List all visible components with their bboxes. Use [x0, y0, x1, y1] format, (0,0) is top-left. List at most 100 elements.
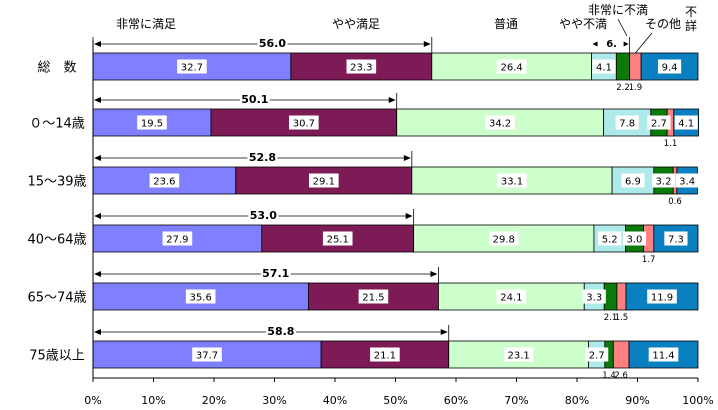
arrow-head-left [94, 155, 101, 161]
category-label: ０～14歳 [29, 117, 85, 132]
value-label-box [496, 59, 527, 74]
value-label: 4.1 [678, 119, 694, 130]
value-label: 32.7 [181, 63, 203, 74]
satisfied-total-label: 57.1 [262, 267, 289, 280]
value-label: 6.9 [625, 177, 641, 188]
value-label: 33.1 [501, 177, 523, 188]
value-label-box [647, 289, 677, 304]
value-label-box [192, 347, 222, 362]
category-label: 15～39歳 [27, 175, 86, 190]
legend-label-char: 詳 [685, 18, 697, 33]
value-label-box [496, 289, 527, 304]
arrow-head-right [440, 329, 448, 335]
total-label-box [257, 36, 288, 48]
value-label-box [149, 173, 180, 188]
satisfied-total-arrows: 56.0 50.1 52.8 53.0 57.1 58.8 6. [92, 36, 631, 341]
arrow-head-left [94, 329, 101, 335]
arrow-head-right [405, 213, 413, 219]
value-label: 34.2 [489, 119, 511, 130]
value-label-box [488, 231, 519, 246]
value-label-box [648, 347, 679, 362]
value-label: 3.3 [586, 293, 602, 304]
value-label: 3.4 [679, 177, 695, 188]
value-label-box [674, 115, 698, 130]
value-label-box [615, 115, 639, 130]
value-label-below: 1.7 [642, 255, 656, 265]
arrow-head-left [94, 213, 101, 219]
arrow-head-left [94, 41, 101, 47]
arrow-head-left [94, 97, 101, 103]
arrow-head-right [423, 41, 431, 47]
legend-label: やや満足 [332, 17, 380, 31]
value-label-below: 2.6 [614, 371, 628, 381]
value-label: 24.1 [500, 293, 522, 304]
arrow-head-left [94, 271, 101, 277]
value-label-box [309, 173, 339, 188]
value-label-box [582, 289, 606, 304]
value-label: 4.1 [596, 63, 612, 74]
value-label: 37.7 [196, 351, 218, 362]
value-label: 29.1 [313, 177, 335, 188]
bar-segment [629, 52, 642, 81]
x-tick-label: 80% [565, 394, 589, 407]
value-label: 21.5 [362, 293, 384, 304]
value-label: 9.4 [662, 63, 678, 74]
x-tick-label: 70% [504, 394, 528, 407]
legend-label: 非常に不満 [588, 3, 648, 17]
value-label-box [664, 231, 688, 246]
arrow-head-right [403, 155, 411, 161]
total-label-box [265, 324, 296, 336]
value-label-below: 2.2 [616, 83, 630, 93]
legend-label: 普通 [494, 17, 518, 31]
value-label: 5.2 [602, 235, 618, 246]
x-tick-label: 20% [202, 394, 226, 407]
x-tick-label: 10% [141, 394, 165, 407]
value-label-box [503, 347, 534, 362]
category-label: 総 数 [37, 61, 76, 76]
satisfied-total-label: 52.8 [249, 151, 276, 164]
value-label-below: 2.1 [604, 313, 618, 323]
satisfied-total-label: 50.1 [241, 93, 268, 106]
value-label-box [485, 115, 515, 130]
value-label: 23.1 [507, 351, 529, 362]
value-label: 27.9 [166, 235, 188, 246]
value-label-box [497, 173, 527, 188]
value-label-below: 1.4 [602, 371, 616, 381]
value-label: 23.6 [153, 177, 175, 188]
satisfied-total-label: 56.0 [259, 37, 286, 50]
category-label: 40～64歳 [27, 233, 86, 248]
total-label-box [248, 208, 279, 220]
satisfied-total-label: 58.8 [267, 325, 294, 338]
value-label: 2.7 [589, 351, 605, 362]
value-label-box [185, 289, 216, 304]
value-label-box [322, 231, 353, 246]
arrow-head-right [388, 97, 396, 103]
x-tick-label: 100% [682, 394, 713, 407]
value-label: 3.0 [627, 235, 643, 246]
x-tick-label: 50% [383, 394, 407, 407]
value-label-below: 1.5 [615, 313, 629, 323]
x-tick-label: 90% [625, 394, 649, 407]
x-tick-label: 40% [323, 394, 347, 407]
value-label: 23.3 [350, 63, 372, 74]
total-label-box [260, 266, 291, 278]
value-label-box [647, 115, 671, 130]
legend-label-char: 不 [685, 5, 697, 19]
value-label-box [585, 347, 609, 362]
value-label: 29.8 [493, 235, 515, 246]
value-label: 21.1 [374, 351, 396, 362]
legend-leader-line [617, 18, 628, 37]
value-label-box [651, 173, 676, 188]
legend-label: やや不満 [559, 17, 607, 31]
value-label-box [657, 59, 682, 74]
value-label-below: 1.1 [664, 139, 678, 149]
value-label-box [177, 59, 207, 74]
arrow-head-right [430, 271, 438, 277]
value-label-box [358, 289, 389, 304]
value-label: 3.2 [656, 177, 672, 188]
value-label-box [289, 115, 319, 130]
total-label-box [247, 150, 278, 162]
arrow-head-left [592, 41, 598, 47]
value-label: 7.3 [668, 235, 684, 246]
